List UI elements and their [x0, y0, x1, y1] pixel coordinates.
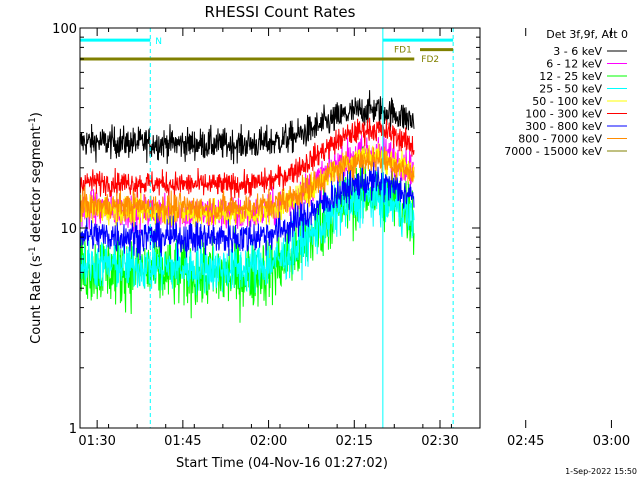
- legend-label-0: 3 - 6 keV: [553, 45, 602, 58]
- legend-label-4: 50 - 100 keV: [532, 95, 602, 108]
- legend-label-6: 300 - 800 keV: [525, 120, 602, 133]
- interval-label-3: FD2: [421, 55, 439, 65]
- axis-ticks: 01:30 01:45 02:00 02:15 02:30 02:45 03:00 1 10 10…: [52, 22, 630, 449]
- legend-label-8: 7000 - 15000 keV: [504, 145, 602, 158]
- series-lines: [79, 90, 415, 323]
- footer-timestamp: 1-Sep-2022 15:50: [565, 467, 637, 476]
- legend-title: Det 3f,9f, Att 0: [546, 28, 628, 41]
- series-line-5: [79, 117, 415, 201]
- y-tick-label-0: 1: [69, 422, 77, 437]
- interval-label-2: FD1: [394, 46, 412, 56]
- legend-label-5: 100 - 300 keV: [525, 108, 602, 121]
- legend-label-7: 800 - 7000 keV: [518, 133, 602, 146]
- interval-label-0: N: [155, 37, 162, 47]
- x-tick-label-5: 02:45: [507, 434, 544, 449]
- y-axis-label: Count Rate (s-1 detector segment-1): [28, 112, 44, 344]
- x-tick-label-2: 02:00: [250, 434, 287, 449]
- x-tick-label-6: 03:00: [593, 434, 630, 449]
- chart-title: RHESSI Count Rates: [205, 3, 356, 21]
- x-tick-label-0: 01:30: [78, 434, 115, 449]
- series-line-3: [79, 163, 415, 296]
- x-tick-label-4: 02:30: [421, 434, 458, 449]
- y-tick-label-2: 100: [52, 22, 77, 37]
- legend-label-3: 25 - 50 keV: [539, 83, 602, 96]
- series-line-0: [79, 90, 415, 165]
- series-line-7: [79, 146, 415, 226]
- y-tick-label-1: 10: [60, 222, 77, 237]
- x-tick-label-3: 02:15: [336, 434, 373, 449]
- legend-label-2: 12 - 25 keV: [539, 70, 602, 83]
- legend-label-1: 6 - 12 keV: [546, 58, 602, 71]
- x-axis-label: Start Time (04-Nov-16 01:27:02): [176, 456, 388, 471]
- x-tick-label-1: 01:45: [164, 434, 201, 449]
- series-line-6: [79, 160, 415, 261]
- attenuator-bars: N FD1 FD2: [80, 37, 454, 65]
